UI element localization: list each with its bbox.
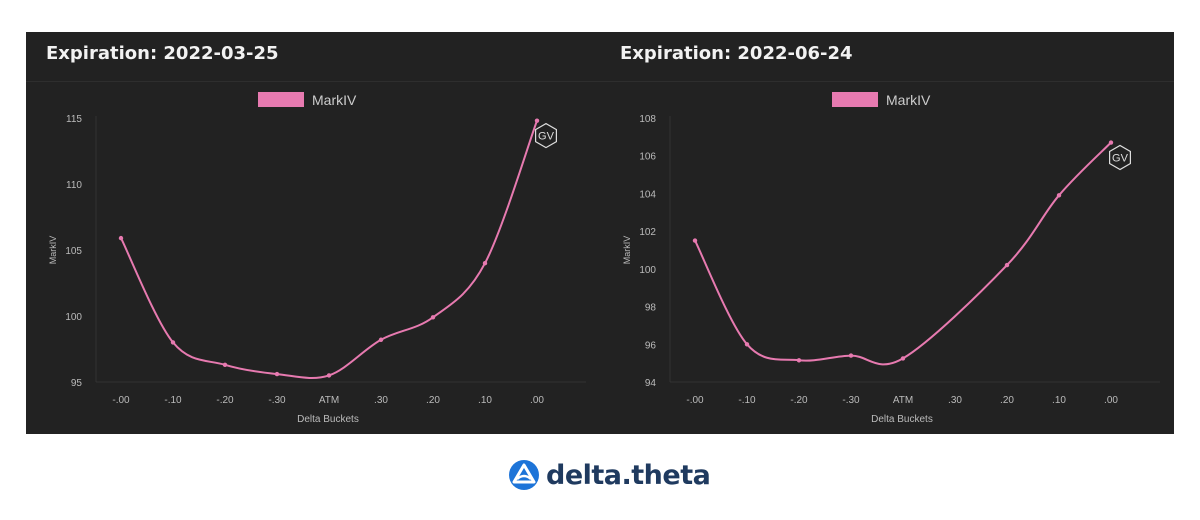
data-point — [378, 337, 384, 342]
data-point — [430, 315, 436, 320]
panel-title-1: Expiration: 2022-03-25 — [46, 43, 279, 64]
series-line-markiv — [120, 120, 538, 379]
gv-badge-label: GV — [538, 131, 555, 143]
data-point — [274, 371, 280, 377]
x-tick-label: -.10 — [738, 395, 756, 406]
y-tick-label: 95 — [71, 378, 83, 389]
y-tick-label: 105 — [65, 246, 82, 257]
charts-container: Expiration: 2022-03-25 MarkIV 95 100 105 110… — [26, 32, 1174, 434]
x-axis-label: Delta Buckets — [871, 414, 933, 425]
markiv-chart-2: MarkIV 94 96 98 100 102 104 106 108 -.00 -.10 -.20 -… — [622, 92, 1160, 425]
gv-badge-label: GV — [1112, 153, 1129, 165]
data-point — [222, 362, 228, 368]
markiv-chart-1: MarkIV 95 100 105 110 115 -.00 -.10 -.20 -.30 ATM.… — [48, 92, 586, 425]
y-tick-label: 115 — [66, 114, 82, 125]
y-axis-label: MarkIV — [48, 236, 58, 265]
y-tick-label: 108 — [639, 114, 656, 125]
data-point — [1004, 262, 1010, 268]
y-tick-label: 100 — [65, 312, 82, 323]
x-axis-label: Delta Buckets — [297, 414, 359, 425]
x-tick-label: .30 — [374, 395, 388, 406]
x-tick-label: -.10 — [164, 395, 182, 406]
y-tick-label: 100 — [639, 265, 656, 276]
x-tick-label: .30 — [948, 395, 962, 406]
data-point — [482, 261, 488, 266]
delta-theta-logo-icon — [509, 460, 539, 490]
x-tick-label: -.30 — [842, 395, 860, 406]
x-tick-label: ATM — [319, 395, 339, 406]
data-point — [692, 238, 698, 243]
data-point — [744, 342, 750, 347]
panel-header-2: Expiration: 2022-06-24 — [600, 32, 1174, 82]
x-tick-label: .10 — [1052, 395, 1066, 406]
y-tick-label: 96 — [645, 340, 657, 351]
legend-label: MarkIV — [312, 92, 357, 108]
data-point — [326, 373, 332, 378]
legend-swatch — [832, 92, 878, 107]
x-tick-label: .10 — [478, 395, 492, 406]
series-line-markiv — [694, 141, 1112, 366]
y-tick-label: 110 — [66, 180, 82, 191]
data-point — [796, 358, 802, 363]
x-tick-label: -.00 — [686, 395, 704, 406]
y-tick-label: 102 — [639, 227, 656, 238]
gv-badge-icon — [1109, 144, 1132, 171]
x-tick-label: -.00 — [112, 395, 130, 406]
y-axis-label: MarkIV — [622, 236, 632, 265]
y-tick-label: 98 — [645, 303, 657, 314]
x-tick-label: -.20 — [790, 395, 808, 406]
gv-badge-icon — [535, 122, 558, 149]
data-point — [170, 340, 176, 345]
data-point — [848, 353, 854, 358]
x-tick-label: .00 — [1104, 395, 1118, 406]
x-tick-label: .00 — [530, 395, 544, 406]
y-tick-label: 106 — [639, 152, 656, 163]
data-point — [1108, 140, 1114, 145]
x-tick-label: .20 — [426, 395, 440, 406]
y-tick-label: 94 — [645, 378, 657, 389]
data-point — [118, 235, 124, 241]
data-point — [900, 356, 906, 361]
y-tick-label: 104 — [639, 189, 656, 200]
panel-title-2: Expiration: 2022-06-24 — [620, 43, 853, 64]
x-tick-label: ATM — [893, 395, 913, 406]
footer-logo[interactable]: delta.theta — [508, 458, 711, 492]
legend-swatch — [258, 92, 304, 107]
data-point — [1056, 193, 1062, 198]
chart-panel-2: Expiration: 2022-06-24 MarkIV 94 96 98 100 10… — [600, 32, 1174, 434]
chart-panel-1: Expiration: 2022-03-25 MarkIV 95 100 105 110… — [26, 32, 600, 434]
brand-name: delta.theta — [546, 459, 711, 491]
x-tick-label: -.30 — [268, 395, 286, 406]
legend-label: MarkIV — [886, 92, 931, 108]
panel-header-1: Expiration: 2022-03-25 — [26, 32, 600, 82]
x-tick-label: .20 — [1000, 395, 1014, 406]
data-point — [534, 118, 540, 123]
x-tick-label: -.20 — [216, 395, 234, 406]
